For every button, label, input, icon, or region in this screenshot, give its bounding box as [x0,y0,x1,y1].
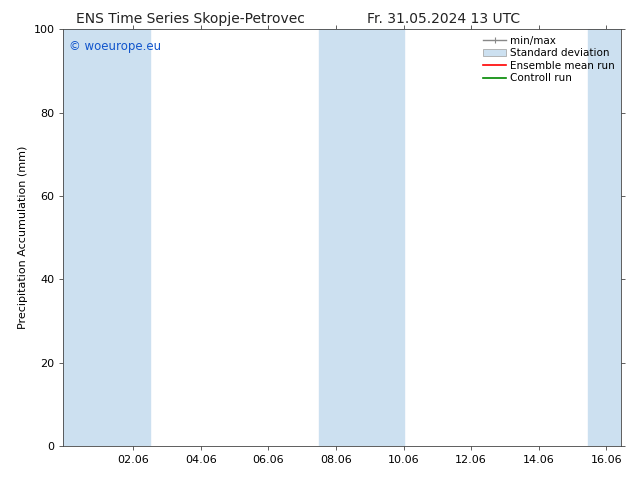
Bar [319,29,404,446]
Legend: min/max, Standard deviation, Ensemble mean run, Controll run: min/max, Standard deviation, Ensemble me… [480,32,618,87]
Bar [588,29,621,446]
Text: Fr. 31.05.2024 13 UTC: Fr. 31.05.2024 13 UTC [367,12,521,26]
Bar [63,29,150,446]
Text: ENS Time Series Skopje-Petrovec: ENS Time Series Skopje-Petrovec [75,12,305,26]
Text: © woeurope.eu: © woeurope.eu [69,40,161,53]
Y-axis label: Precipitation Accumulation (mm): Precipitation Accumulation (mm) [18,146,28,329]
